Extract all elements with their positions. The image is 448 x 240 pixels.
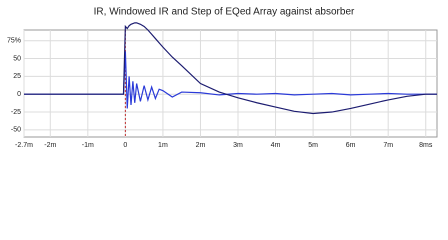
x-tick-label: 2m: [196, 142, 206, 149]
y-tick-label: 25: [13, 73, 21, 80]
y-tick-label: 0: [17, 91, 21, 98]
x-tick-label: 0: [123, 142, 127, 149]
y-tick-label: -50: [11, 127, 21, 134]
x-tick-label: 7m: [383, 142, 393, 149]
chart-title: IR, Windowed IR and Step of EQed Array a…: [94, 7, 355, 18]
x-tick-label: 1m: [158, 142, 168, 149]
x-tick-label: -2m: [44, 142, 56, 149]
x-tick-label: -1m: [82, 142, 94, 149]
plot-area: [23, 29, 438, 138]
x-tick-label: 4m: [271, 142, 281, 149]
x-tick-label: 8ms: [419, 142, 433, 149]
x-tick-label: 3m: [233, 142, 243, 149]
chart: IR, Windowed IR and Step of EQed Array a…: [7, 7, 438, 149]
series-line: [24, 51, 437, 109]
y-tick-label: 75%: [7, 38, 21, 45]
y-tick-label: -25: [11, 109, 21, 116]
x-tick-label: -2.7m: [15, 142, 33, 149]
series-line: [24, 22, 437, 115]
x-tick-label: 6m: [346, 142, 356, 149]
x-tick-label: 5m: [308, 142, 318, 149]
y-tick-label: 50: [13, 55, 21, 62]
